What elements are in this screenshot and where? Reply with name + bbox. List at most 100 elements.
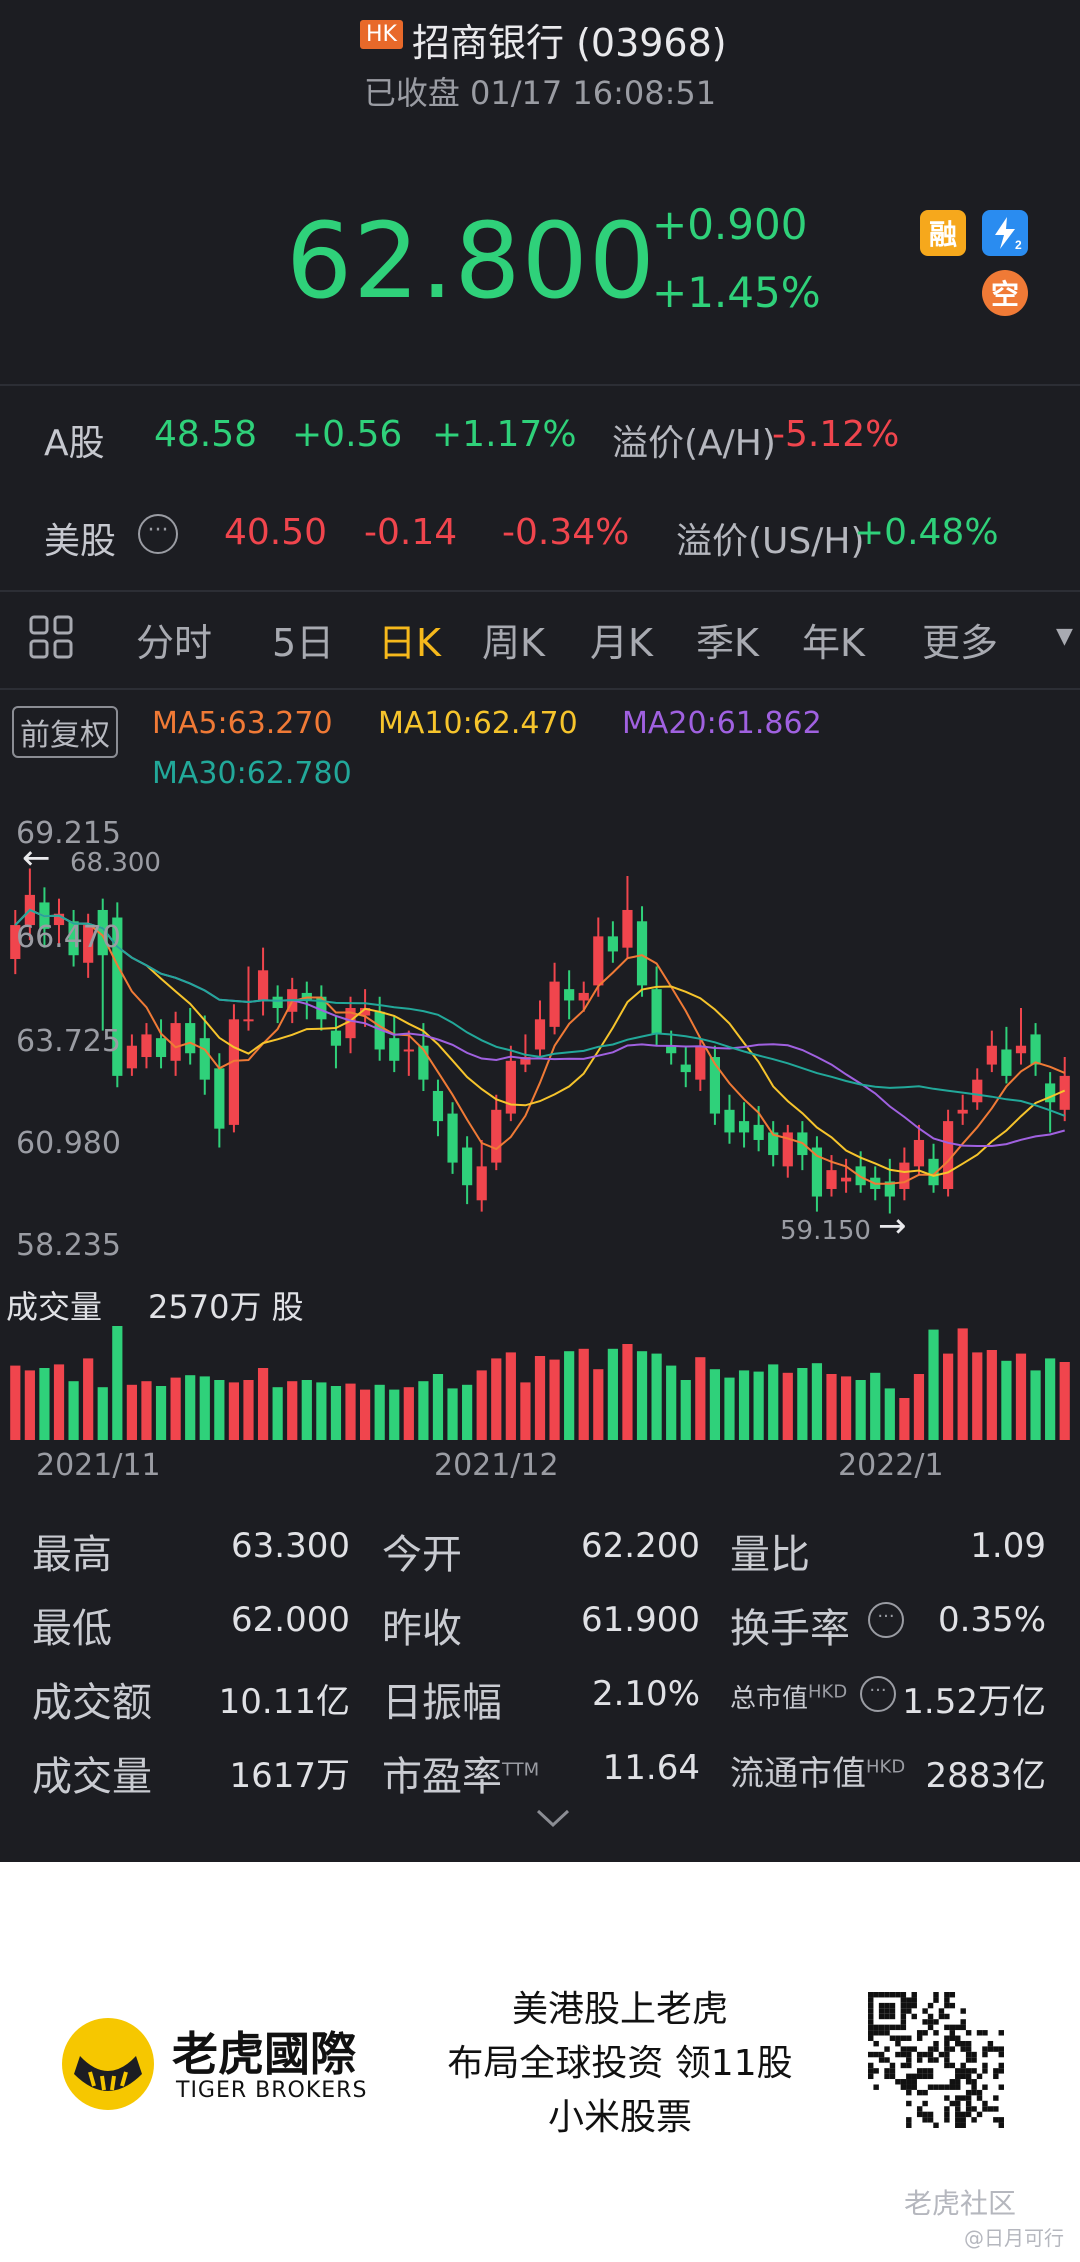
stat-low-value: 62.000 — [231, 1600, 350, 1640]
qr-module — [955, 2111, 961, 2118]
qr-module — [944, 2117, 950, 2123]
qr-module — [955, 2024, 961, 2031]
qr-module — [993, 2106, 999, 2112]
tab-yearly-k[interactable]: 年K — [802, 621, 865, 665]
volume-bar — [301, 1380, 312, 1440]
volume-bar — [199, 1376, 210, 1440]
volume-chart[interactable] — [0, 1320, 1080, 1440]
qr-module — [993, 2095, 999, 2101]
tab-monthly-k[interactable]: 月K — [590, 621, 653, 665]
qr-module — [927, 2084, 934, 2090]
qr-module — [878, 2024, 885, 2031]
qr-module — [960, 2073, 966, 2080]
level2-icon[interactable]: 2 — [982, 210, 1028, 256]
tab-quarterly-k[interactable]: 季K — [696, 621, 759, 665]
stock-title[interactable]: 招商银行 (03968) — [412, 21, 727, 65]
turnover-info-icon[interactable]: ··· — [868, 1602, 904, 1638]
qr-module — [873, 1992, 879, 1998]
qr-module — [906, 2084, 912, 2090]
qr-module — [906, 1997, 912, 2003]
svg-text:2: 2 — [1015, 238, 1022, 252]
volume-bar — [840, 1376, 852, 1440]
qr-module — [906, 2062, 912, 2069]
tab-intraday[interactable]: 分时 — [136, 621, 213, 665]
qr-module — [906, 2117, 912, 2123]
qr-module — [900, 2051, 907, 2058]
volume-bar — [214, 1380, 225, 1440]
volume-bar — [986, 1350, 997, 1440]
grid-layout-icon[interactable] — [28, 614, 74, 664]
qr-module — [965, 2057, 972, 2063]
promo-footer: 老虎國際 TIGER BROKERS 美港股上老虎 布局全球投资 领11股 小米… — [0, 1862, 1080, 2262]
volume-bar — [272, 1387, 283, 1440]
tab-5day[interactable]: 5日 — [272, 621, 335, 665]
qr-module — [906, 2073, 912, 2080]
qr-module — [916, 2089, 923, 2096]
qr-module — [971, 2051, 977, 2058]
qr-module — [944, 2002, 950, 2009]
candle-body — [651, 989, 662, 1035]
qr-module — [949, 2002, 956, 2009]
candle-body — [957, 1109, 968, 1114]
volume-bar — [651, 1353, 662, 1440]
qr-code[interactable] — [868, 1992, 1004, 2128]
candle-body — [68, 921, 79, 956]
stat-float-cap-value: 2883亿 — [925, 1756, 1046, 1796]
qr-module — [922, 2089, 928, 2096]
qr-module — [873, 2030, 879, 2036]
qr-module — [911, 2084, 917, 2090]
volume-bar — [1045, 1358, 1056, 1440]
candle-body — [986, 1045, 997, 1065]
tab-weekly-k[interactable]: 周K — [482, 621, 545, 665]
qr-module — [998, 2122, 1004, 2128]
qr-module — [911, 2079, 917, 2085]
stat-prev-close-value: 61.900 — [581, 1600, 700, 1640]
adjust-mode-button[interactable]: 前复权 — [12, 706, 118, 758]
qr-module — [878, 2030, 885, 2036]
qr-module — [971, 2079, 977, 2085]
qr-module — [900, 2019, 907, 2025]
divider — [0, 590, 1080, 592]
qr-module — [965, 2046, 972, 2052]
expand-chevron-icon[interactable] — [534, 1806, 572, 1834]
candle-body — [520, 1057, 531, 1065]
qr-module — [938, 2008, 945, 2014]
market-badge: HK — [360, 20, 403, 49]
qr-module — [922, 2111, 928, 2118]
volume-bar — [607, 1348, 618, 1440]
qr-module — [987, 2106, 994, 2112]
candle-body — [1001, 1049, 1012, 1076]
candle-body — [826, 1170, 837, 1189]
qr-module — [868, 2002, 874, 2009]
qr-module — [916, 2068, 923, 2074]
qr-module — [911, 2046, 917, 2052]
qr-module — [933, 1997, 939, 2003]
qr-module — [933, 2084, 939, 2090]
divider — [0, 384, 1080, 386]
qr-module — [965, 2111, 972, 2118]
candle-body — [505, 1060, 516, 1114]
candle-body — [840, 1177, 852, 1182]
qr-module — [944, 2013, 950, 2020]
more-info-icon[interactable]: ··· — [138, 514, 178, 554]
a-share-pct: +1.17% — [432, 414, 577, 455]
stat-low-label: 最低 — [32, 1606, 112, 1652]
x-tick-label: 2022/1 — [838, 1448, 944, 1483]
volume-bar — [855, 1380, 866, 1440]
candlestick-chart[interactable] — [0, 810, 1080, 1290]
volume-bar — [928, 1329, 939, 1440]
mktcap-info-icon[interactable]: ··· — [860, 1676, 896, 1712]
short-sell-icon[interactable]: 空 — [982, 270, 1028, 316]
qr-module — [884, 2002, 890, 2009]
candle-body — [811, 1147, 823, 1197]
volume-bar — [330, 1386, 342, 1440]
tab-daily-k[interactable]: 日K — [378, 621, 441, 665]
tab-more[interactable]: 更多 — [922, 621, 999, 665]
qr-module — [878, 2013, 885, 2020]
qr-module — [965, 2030, 972, 2036]
qr-module — [955, 2117, 961, 2123]
dropdown-arrow-icon[interactable]: ▼ — [1056, 624, 1073, 649]
us-h-premium: +0.48% — [854, 512, 999, 553]
margin-icon[interactable]: 融 — [920, 210, 966, 256]
qr-module — [927, 2073, 934, 2080]
